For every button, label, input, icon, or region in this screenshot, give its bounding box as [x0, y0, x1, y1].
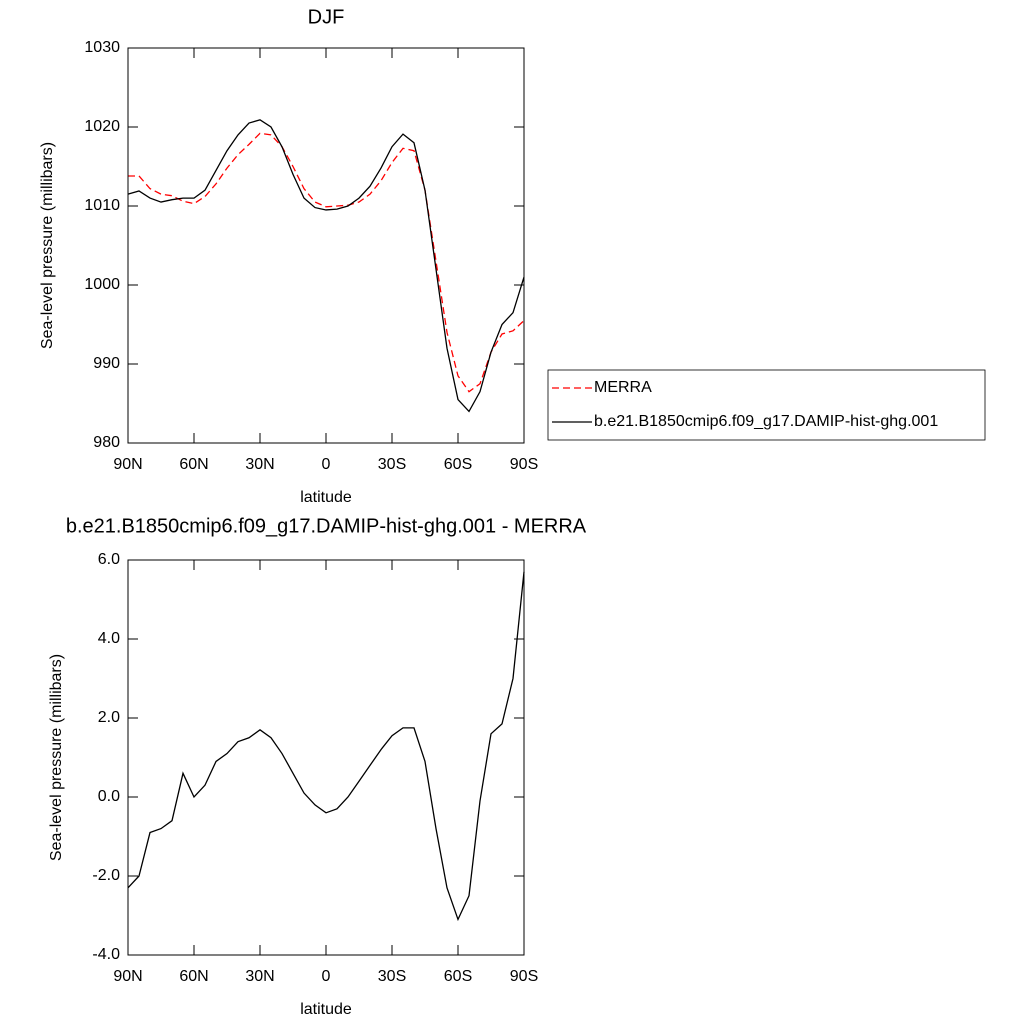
y-tick-label: -4.0 — [92, 946, 120, 963]
x-tick-label: 60S — [444, 456, 472, 473]
x-tick-label: 30N — [245, 456, 274, 473]
x-tick-label: 90S — [510, 968, 538, 985]
x-tick-label: 90N — [113, 456, 142, 473]
y-tick-label: 1020 — [84, 118, 120, 135]
y-tick-label: 1000 — [84, 276, 120, 293]
data-line — [128, 132, 525, 393]
x-axis-label: latitude — [300, 489, 352, 506]
chart-title: b.e21.B1850cmip6.f09_g17.DAMIP-hist-ghg.… — [66, 515, 587, 537]
data-line — [127, 119, 525, 413]
y-axis-label: Sea-level pressure (millibars) — [48, 654, 65, 861]
y-axis-label: Sea-level pressure (millibars) — [39, 142, 56, 349]
x-tick-label: 60N — [179, 968, 208, 985]
chart-title: DJF — [308, 6, 345, 28]
x-tick-label: 60N — [179, 456, 208, 473]
plot-frame — [127, 559, 525, 956]
x-tick-label: 30S — [378, 456, 406, 473]
y-tick-label: 980 — [93, 434, 120, 451]
x-axis-label: latitude — [300, 1001, 352, 1018]
x-tick-label: 0 — [322, 456, 331, 473]
y-tick-label: 1030 — [84, 39, 120, 56]
data-line — [127, 571, 525, 922]
x-tick-label: 90N — [113, 968, 142, 985]
x-tick-label: 30S — [378, 968, 406, 985]
y-tick-label: 2.0 — [98, 709, 120, 726]
legend-label: MERRA — [594, 379, 652, 396]
y-tick-label: 4.0 — [98, 630, 120, 647]
legend-label: b.e21.B1850cmip6.f09_g17.DAMIP-hist-ghg.… — [594, 413, 938, 430]
plot-frame — [127, 47, 525, 444]
y-tick-label: 990 — [93, 355, 120, 372]
legend-box — [547, 369, 986, 441]
y-tick-label: -2.0 — [92, 867, 120, 884]
x-tick-label: 0 — [322, 968, 331, 985]
x-tick-label: 30N — [245, 968, 274, 985]
y-tick-label: 1010 — [84, 197, 120, 214]
y-tick-label: 0.0 — [98, 788, 120, 805]
x-tick-label: 60S — [444, 968, 472, 985]
y-tick-label: 6.0 — [98, 551, 120, 568]
x-tick-label: 90S — [510, 456, 538, 473]
